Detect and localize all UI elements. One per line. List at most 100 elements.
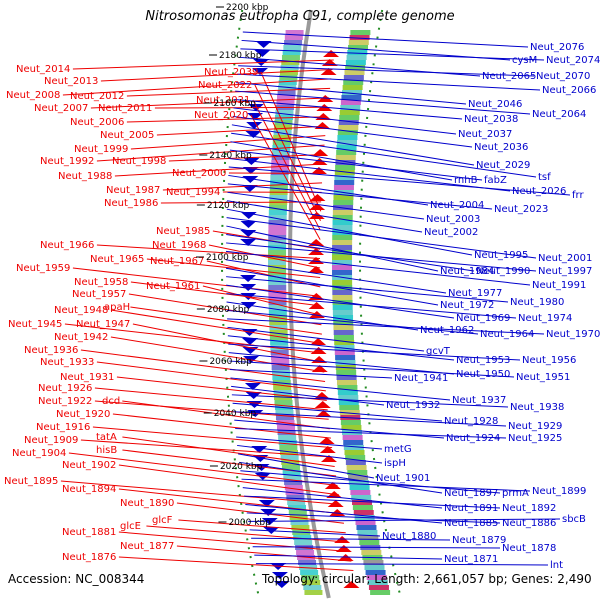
gene-label: Neut_1953 xyxy=(456,355,510,366)
gc-strip xyxy=(349,485,370,490)
gc-strip xyxy=(344,70,365,75)
skew-strip xyxy=(281,60,300,65)
gene-label: Neut_2001 xyxy=(538,253,592,264)
gc-strip xyxy=(345,60,366,65)
gc-strip xyxy=(332,225,353,230)
label-connector xyxy=(255,563,549,566)
gc-strip xyxy=(338,120,359,125)
gc-strip xyxy=(348,480,369,485)
skew-strip xyxy=(290,520,309,525)
label-connector xyxy=(72,267,321,297)
label-connector xyxy=(229,149,483,181)
skew-strip xyxy=(279,450,298,455)
gc-strip xyxy=(339,405,360,410)
gene-label: Neut_1980 xyxy=(510,297,564,308)
gene-label: Neut_2039 xyxy=(204,67,258,78)
gc-strip xyxy=(333,185,354,190)
skew-strip xyxy=(281,460,300,465)
gc-strip xyxy=(332,255,353,260)
skew-strip xyxy=(284,485,303,490)
label-connector xyxy=(246,512,501,524)
gene-label: glcF xyxy=(152,515,173,526)
gc-strip xyxy=(340,105,361,110)
skew-strip xyxy=(277,90,296,95)
tick-label: 2020 kbp xyxy=(220,462,263,472)
gene-label: Neut_2003 xyxy=(426,214,480,225)
label-connector xyxy=(146,525,348,543)
gene-label: apaH xyxy=(104,302,130,313)
skew-strip xyxy=(271,365,290,370)
gene-label: ispH xyxy=(384,458,406,469)
gene-label: Neut_1965 xyxy=(90,254,144,265)
gc-strip xyxy=(343,440,364,445)
label-connector xyxy=(96,244,321,260)
skew-strip xyxy=(277,95,296,100)
label-connector xyxy=(232,402,443,422)
gene-label: lnt xyxy=(550,560,563,571)
label-connector xyxy=(227,326,425,352)
skew-strip xyxy=(268,285,287,290)
gene-arrow-left xyxy=(309,194,326,201)
skew-strip xyxy=(294,540,313,545)
label-connector xyxy=(100,68,333,82)
gene-arrow-left xyxy=(324,482,341,489)
gene-label: Neut_1997 xyxy=(538,266,592,277)
gene-label: Neut_2064 xyxy=(532,109,586,120)
gc-strip xyxy=(347,50,368,55)
gc-strip xyxy=(352,500,373,505)
gc-strip xyxy=(342,85,363,90)
gene-label: glcE xyxy=(120,521,141,532)
label-connector xyxy=(226,309,479,335)
skew-strip xyxy=(268,230,287,235)
label-connector xyxy=(146,258,321,278)
gc-strip xyxy=(358,535,379,540)
tick-label: 2100 kbp xyxy=(206,253,249,263)
gc-strip xyxy=(332,220,353,225)
skew-strip xyxy=(269,325,288,330)
gene-arrow-right xyxy=(240,221,257,228)
label-connector xyxy=(231,124,475,166)
label-connector xyxy=(239,461,443,494)
gc-strip xyxy=(335,160,356,165)
skew-strip xyxy=(282,50,301,55)
skew-strip xyxy=(270,350,289,355)
label-connector xyxy=(168,154,324,162)
gene-label: Neut_1957 xyxy=(72,289,126,300)
gene-label: Neut_1895 xyxy=(4,476,58,487)
gene-label: prmA xyxy=(502,488,529,499)
skew-strip xyxy=(296,550,315,555)
skew-strip xyxy=(268,235,287,240)
gc-strip xyxy=(333,200,354,205)
gc-strip xyxy=(332,240,353,245)
skew-strip xyxy=(268,215,287,220)
label-connector xyxy=(130,281,321,307)
skew-strip xyxy=(281,55,300,60)
skew-strip xyxy=(269,330,288,335)
gene-label: Neut_1987 xyxy=(106,185,160,196)
gene-label: Neut_2023 xyxy=(494,204,548,215)
skew-strip xyxy=(287,500,306,505)
gene-label: Neut_1902 xyxy=(62,460,116,471)
label-connector xyxy=(130,306,322,335)
gc-strip xyxy=(332,265,353,270)
gene-label: Neut_2076 xyxy=(530,42,584,53)
gene-label: Neut_2065 xyxy=(482,71,536,82)
skew-strip xyxy=(270,340,289,345)
gene-label: Neut_2007 xyxy=(34,103,88,114)
gc-strip xyxy=(336,145,357,150)
gc-strip xyxy=(348,45,369,50)
gc-strip xyxy=(333,330,354,335)
label-connector xyxy=(244,495,501,509)
gc-strip xyxy=(357,530,378,535)
gc-strip xyxy=(353,510,374,515)
label-connector xyxy=(156,125,327,136)
gene-label: Neut_1894 xyxy=(62,484,116,495)
gc-strip xyxy=(361,550,382,555)
skew-strip xyxy=(275,110,294,115)
tick-label: 2140 kbp xyxy=(209,151,252,161)
skew-strip xyxy=(272,150,291,155)
label-connector xyxy=(242,31,529,48)
gene-label: Neut_2013 xyxy=(44,76,98,87)
inner-dotted-track xyxy=(359,9,402,599)
skew-strip xyxy=(283,45,302,50)
